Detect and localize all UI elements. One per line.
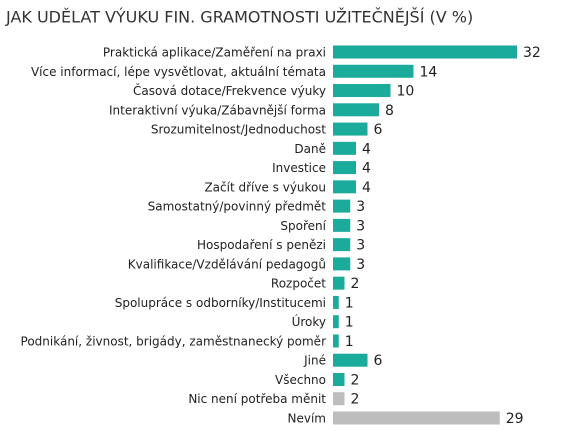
category-label: Spoření <box>280 219 326 233</box>
category-label: Interaktivní výuka/Zábavnější forma <box>109 103 326 117</box>
category-label: Rozpočet <box>271 277 326 291</box>
chart-title: JAK UDĚLAT VÝUKU FIN. GRAMOTNOSTI UŽITEČ… <box>5 8 473 27</box>
category-label: Časová dotace/Frekvence výuky <box>133 83 326 98</box>
category-label: Spolupráce s odborníky/Institucemi <box>115 296 326 310</box>
bar <box>333 238 351 252</box>
value-label: 6 <box>374 353 383 369</box>
bar <box>333 45 517 59</box>
value-label: 3 <box>356 199 365 215</box>
category-label: Daně <box>294 142 326 156</box>
category-label: Hospodaření s penězi <box>197 238 326 252</box>
bar <box>333 84 391 98</box>
bar <box>333 257 351 271</box>
value-label: 29 <box>506 411 524 427</box>
value-label: 1 <box>345 295 354 311</box>
category-label: Jiné <box>303 354 326 368</box>
value-label: 4 <box>362 141 371 157</box>
category-label: Srozumitelnost/Jednoduchost <box>151 123 326 137</box>
value-label: 8 <box>385 103 394 119</box>
value-label: 10 <box>397 84 415 100</box>
bar <box>333 218 351 232</box>
value-label: 2 <box>351 276 360 292</box>
category-label: Nic není potřeba měnit <box>188 392 326 406</box>
category-label: Kvalifikace/Vzdělávání pedagogů <box>128 257 326 271</box>
category-label: Praktická aplikace/Zaměření na praxi <box>103 46 326 60</box>
value-label: 2 <box>351 392 360 408</box>
category-label: Úroky <box>292 314 326 329</box>
bar <box>333 353 368 367</box>
category-label: Začít dříve s výukou <box>204 180 326 194</box>
bar <box>333 64 414 78</box>
value-label: 6 <box>374 122 383 138</box>
bar <box>333 180 356 194</box>
bar <box>333 334 339 348</box>
bar <box>333 276 345 290</box>
value-label: 2 <box>351 372 360 388</box>
bar <box>333 372 345 386</box>
value-label: 3 <box>356 257 365 273</box>
bar <box>333 295 339 309</box>
category-label: Nevím <box>288 412 326 426</box>
value-label: 4 <box>362 180 371 196</box>
value-label: 1 <box>345 334 354 350</box>
bar <box>333 392 345 406</box>
value-label: 32 <box>523 45 541 61</box>
bar <box>333 103 379 117</box>
bar <box>333 141 356 155</box>
category-label: Všechno <box>275 373 326 387</box>
bar <box>333 161 356 175</box>
category-label: Podnikání, živnost, brigády, zaměstnanec… <box>21 334 327 348</box>
value-label: 3 <box>356 238 365 254</box>
value-label: 4 <box>362 161 371 177</box>
category-label: Samostatný/povinný předmět <box>148 200 327 214</box>
value-label: 14 <box>420 64 438 80</box>
bar <box>333 122 368 136</box>
value-label: 3 <box>356 218 365 234</box>
category-label: Investice <box>272 161 326 175</box>
value-label: 1 <box>345 315 354 331</box>
bar <box>333 199 351 213</box>
category-label: Více informací, lépe vysvětlovat, aktuál… <box>31 65 326 79</box>
bar <box>333 315 339 329</box>
bar <box>333 411 500 425</box>
